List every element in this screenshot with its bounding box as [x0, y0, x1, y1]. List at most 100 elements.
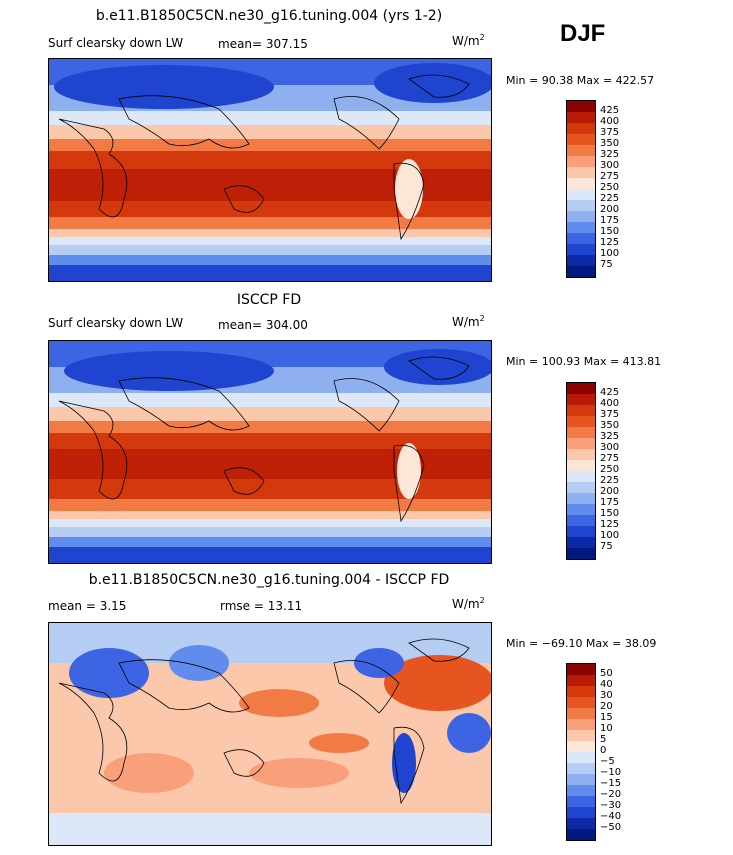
colorbar-segment [567, 416, 595, 427]
panel-3-mean: mean = 3.15 [48, 599, 127, 613]
colorbar-tick-label: 40 [600, 679, 613, 690]
colorbar-tick-label: −20 [600, 789, 622, 800]
colorbar-tick-label: 400 [600, 398, 620, 409]
colorbar-segment [567, 741, 595, 752]
colorbar-tick-label: 20 [600, 701, 613, 712]
colorbar-tick-label: 75 [600, 259, 613, 270]
colorbar-tick-label: 175 [600, 497, 620, 508]
panel-3-colorbar-labels: 50 40 30 20 15 10 5 0 −5 −10 −15 −20 −30 −40 −50 [600, 663, 640, 839]
panel-2-title: ISCCP FD [236, 292, 302, 308]
season-label: DJF [560, 20, 606, 47]
colorbar-segment [567, 675, 595, 686]
colorbar-segment [567, 383, 595, 394]
colorbar-segment [567, 504, 595, 515]
colorbar-segment [567, 211, 595, 222]
colorbar-segment [567, 708, 595, 719]
colorbar-segment [567, 752, 595, 763]
colorbar-segment [567, 405, 595, 416]
colorbar-segment [567, 763, 595, 774]
colorbar-tick-label: 10 [600, 723, 613, 734]
panel-2-mean: mean= 304.00 [218, 318, 308, 332]
colorbar-tick-label: 300 [600, 442, 620, 453]
colorbar-tick-label: 275 [600, 453, 620, 464]
colorbar-segment [567, 526, 595, 537]
panel-2-colorbar [566, 382, 596, 560]
colorbar-tick-label: −15 [600, 778, 622, 789]
colorbar-tick-label: 15 [600, 712, 613, 723]
colorbar-tick-label: 250 [600, 464, 620, 475]
colorbar-tick-label: 425 [600, 105, 620, 116]
panel-3-colorbar [566, 663, 596, 841]
colorbar-segment [567, 785, 595, 796]
colorbar-tick-label: −10 [600, 767, 622, 778]
colorbar-segment [567, 730, 595, 741]
colorbar-segment [567, 112, 595, 123]
colorbar-tick-label: 100 [600, 248, 620, 259]
panel-3-title: b.e11.B1850C5CN.ne30_g16.tuning.004 - IS… [88, 572, 450, 588]
colorbar-segment [567, 664, 595, 675]
colorbar-segment [567, 255, 595, 266]
colorbar-segment [567, 233, 595, 244]
panel-1-colorbar-labels: 425 400 375 350 325 300 275 250 225 200 175 150 125 1… [600, 100, 640, 276]
colorbar-segment [567, 266, 595, 277]
colorbar-segment [567, 145, 595, 156]
colorbar-tick-label: 30 [600, 690, 613, 701]
colorbar-segment [567, 244, 595, 255]
colorbar-tick-label: 375 [600, 409, 620, 420]
colorbar-tick-label: 0 [600, 745, 607, 756]
colorbar-segment [567, 460, 595, 471]
colorbar-segment [567, 427, 595, 438]
colorbar-tick-label: −40 [600, 811, 622, 822]
colorbar-tick-label: 150 [600, 508, 620, 519]
panel-1-colorbar [566, 100, 596, 278]
panel-1-units: W/m2 [452, 33, 485, 48]
colorbar-tick-label: 325 [600, 149, 620, 160]
colorbar-tick-label: 375 [600, 127, 620, 138]
colorbar-tick-label: 300 [600, 160, 620, 171]
colorbar-segment [567, 818, 595, 829]
colorbar-segment [567, 134, 595, 145]
colorbar-segment [567, 123, 595, 134]
colorbar-tick-label: 225 [600, 475, 620, 486]
colorbar-segment [567, 515, 595, 526]
colorbar-segment [567, 200, 595, 211]
panel-3-map [48, 622, 492, 846]
colorbar-tick-label: 250 [600, 182, 620, 193]
colorbar-tick-label: 325 [600, 431, 620, 442]
colorbar-tick-label: 275 [600, 171, 620, 182]
panel-2-colorbar-labels: 425 400 375 350 325 300 275 250 225 200 175 150 125 1… [600, 382, 640, 558]
colorbar-segment [567, 697, 595, 708]
colorbar-tick-label: 50 [600, 668, 613, 679]
colorbar-tick-label: 350 [600, 420, 620, 431]
colorbar-segment [567, 394, 595, 405]
colorbar-segment [567, 482, 595, 493]
colorbar-segment [567, 178, 595, 189]
colorbar-tick-label: 75 [600, 541, 613, 552]
panel-2-map [48, 340, 492, 564]
colorbar-segment [567, 438, 595, 449]
colorbar-segment [567, 156, 595, 167]
colorbar-tick-label: 5 [600, 734, 607, 745]
colorbar-tick-label: 400 [600, 116, 620, 127]
colorbar-tick-label: 350 [600, 138, 620, 149]
colorbar-segment [567, 719, 595, 730]
panel-1-variable: Surf clearsky down LW [48, 36, 184, 50]
colorbar-tick-label: −50 [600, 822, 622, 833]
colorbar-tick-label: 125 [600, 237, 620, 248]
panel-3-units: W/m2 [452, 596, 485, 611]
colorbar-segment [567, 807, 595, 818]
colorbar-tick-label: 175 [600, 215, 620, 226]
panel-2-minmax: Min = 100.93 Max = 413.81 [506, 355, 662, 368]
colorbar-tick-label: −30 [600, 800, 622, 811]
colorbar-segment [567, 101, 595, 112]
panel-1-title: b.e11.B1850C5CN.ne30_g16.tuning.004 (yrs… [95, 8, 443, 24]
colorbar-segment [567, 189, 595, 200]
colorbar-segment [567, 686, 595, 697]
colorbar-segment [567, 548, 595, 559]
panel-3-rmse: rmse = 13.11 [220, 599, 303, 613]
panel-3-minmax: Min = −69.10 Max = 38.09 [506, 637, 657, 650]
colorbar-segment [567, 471, 595, 482]
colorbar-tick-label: 125 [600, 519, 620, 530]
colorbar-segment [567, 449, 595, 460]
colorbar-segment [567, 796, 595, 807]
